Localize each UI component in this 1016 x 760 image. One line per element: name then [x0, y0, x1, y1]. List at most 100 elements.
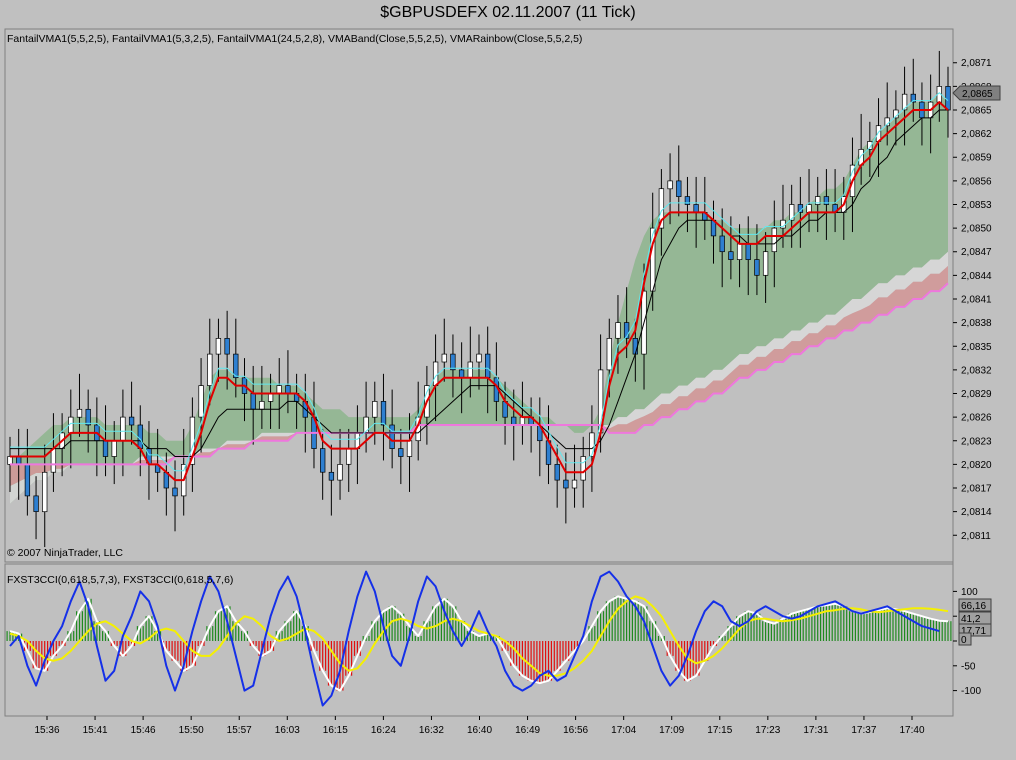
time-tick-label: 16:49	[515, 725, 540, 736]
candle-down	[676, 180, 682, 197]
candle-down	[33, 495, 39, 512]
candle-up	[771, 227, 777, 253]
candle-up	[346, 448, 352, 465]
candle-up	[736, 243, 743, 260]
price-tick-label: 2,0829	[961, 389, 992, 400]
time-tick-label: 16:56	[563, 725, 588, 736]
cci-tick-label: -100	[961, 686, 981, 697]
candle-up	[815, 196, 821, 205]
candle-down	[16, 456, 22, 465]
cci-value-tags: 66,16 41,2 17,71 0	[958, 598, 992, 646]
candle-up	[476, 353, 482, 363]
time-tick-label: 16:15	[323, 725, 348, 736]
price-tick-label: 2,0823	[961, 436, 992, 447]
candle-down	[623, 322, 630, 339]
price-tick-label: 2,0841	[961, 295, 992, 306]
price-tick-label: 2,0814	[961, 507, 992, 518]
candle-up	[432, 361, 439, 386]
candle-down	[250, 393, 256, 410]
cci-yellow-line	[9, 595, 949, 677]
cci-tick-label: -50	[961, 661, 976, 672]
candle-up	[120, 416, 126, 442]
candle-up	[667, 180, 673, 190]
candle-up	[606, 338, 612, 371]
candle-up	[276, 385, 282, 394]
time-tick-label: 16:24	[371, 725, 396, 736]
last-price-tag: 2,0865	[952, 85, 1001, 101]
candle-down	[728, 251, 734, 260]
time-tick-label: 15:41	[83, 725, 108, 736]
time-tick-label: 15:50	[179, 725, 204, 736]
candle-down	[450, 353, 456, 371]
price-axis: 2,0811 2,0814 2,0817 2,0820 2,0823 2,0826 2,08…	[953, 58, 992, 542]
cci-indicators-label: FXST3CCI(0,618,5,7,3), FXST3CCI(0,618,5,…	[7, 574, 233, 586]
price-tick-label: 2,0862	[961, 129, 992, 140]
candle-up	[42, 471, 48, 513]
price-tick-label: 2,0817	[961, 484, 992, 495]
candle-down	[458, 369, 465, 379]
candle-down	[745, 243, 751, 260]
candle-down	[328, 471, 335, 481]
vma-slow-line	[10, 109, 948, 457]
candle-down	[945, 86, 951, 111]
candle-down	[24, 464, 31, 497]
candle-down	[128, 416, 135, 426]
rainbow-line	[10, 282, 949, 466]
candle-down	[632, 338, 638, 355]
price-tick-label: 2,0859	[961, 153, 992, 164]
candle-up	[337, 464, 343, 481]
candle-up	[467, 361, 473, 379]
copyright-label: © 2007 NinjaTrader, LLC	[7, 547, 123, 559]
candle-down	[693, 204, 699, 213]
price-tick-label: 2,0820	[961, 460, 992, 471]
price-tick-label: 2,0835	[961, 342, 992, 353]
time-tick-label: 17:37	[851, 725, 876, 736]
candle-up	[589, 432, 595, 457]
time-tick-label: 15:46	[131, 725, 156, 736]
candle-up	[519, 416, 526, 426]
candle-up	[762, 251, 769, 276]
time-tick-label: 16:32	[419, 725, 444, 736]
candle-up	[215, 338, 222, 355]
vma-lines-layer	[10, 92, 949, 482]
candle-up	[406, 440, 413, 457]
price-tick-label: 2,0844	[961, 271, 992, 282]
time-tick-label: 16:40	[467, 725, 492, 736]
price-tick-label: 2,0838	[961, 318, 992, 329]
candle-down	[172, 487, 178, 497]
time-tick-label: 17:15	[707, 725, 732, 736]
cci-tag-1: 66,16	[961, 601, 986, 612]
vma-cyan-line	[10, 92, 949, 472]
price-tick-label: 2,0811	[961, 531, 991, 542]
cci-white-line	[9, 595, 949, 692]
candle-down	[389, 424, 395, 449]
time-tick-label: 15:36	[34, 725, 59, 736]
candle-up	[867, 141, 873, 150]
candle-down	[511, 416, 517, 426]
candle-up	[207, 353, 213, 386]
time-tick-label: 17:09	[659, 725, 684, 736]
time-tick-label: 17:04	[611, 725, 636, 736]
candle-up	[7, 456, 13, 465]
candle-down	[485, 353, 491, 379]
candle-down	[224, 338, 230, 355]
candle-down	[823, 196, 830, 205]
candle-up	[580, 456, 586, 481]
time-tick-label: 16:03	[275, 725, 300, 736]
window-title: $GBPUSDEFX 02.11.2007 (11 Tick)	[380, 4, 636, 21]
candle-down	[554, 464, 560, 481]
price-tick-label: 2,0826	[961, 413, 992, 424]
price-tick-label: 2,0847	[961, 247, 992, 258]
vma-fast-line	[10, 101, 949, 482]
candle-down	[380, 401, 387, 426]
candle-up	[267, 393, 274, 402]
cci-layer	[6, 570, 952, 707]
candle-up	[198, 385, 204, 418]
candle-down	[320, 448, 326, 473]
price-indicators-label: FantailVMA1(5,5,2,5), FantailVMA1(5,3,2,…	[7, 33, 582, 45]
candle-down	[398, 448, 404, 457]
candle-down	[684, 196, 691, 205]
price-tick-label: 2,0853	[961, 200, 992, 211]
time-tick-label: 17:40	[899, 725, 924, 736]
